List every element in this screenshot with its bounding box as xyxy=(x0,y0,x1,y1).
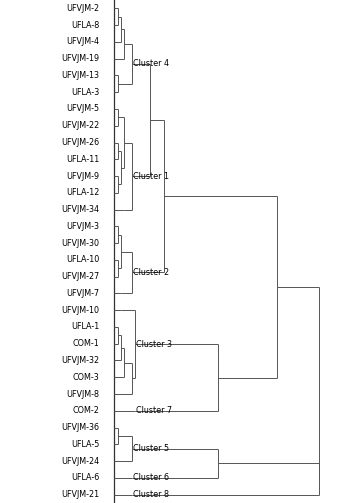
Text: Cluster 3: Cluster 3 xyxy=(136,340,172,349)
Text: UFVJM-36: UFVJM-36 xyxy=(61,423,99,432)
Text: COM-2: COM-2 xyxy=(73,406,99,415)
Text: UFVJM-8: UFVJM-8 xyxy=(66,389,99,398)
Text: Cluster 6: Cluster 6 xyxy=(133,473,169,482)
Text: UFLA-1: UFLA-1 xyxy=(71,322,99,331)
Text: Cluster 7: Cluster 7 xyxy=(136,406,173,415)
Text: UFVJM-21: UFVJM-21 xyxy=(61,490,99,499)
Text: UFVJM-13: UFVJM-13 xyxy=(61,71,99,80)
Text: UFVJM-34: UFVJM-34 xyxy=(61,205,99,214)
Text: UFVJM-3: UFVJM-3 xyxy=(66,222,99,231)
Text: UFVJM-2: UFVJM-2 xyxy=(66,4,99,13)
Text: UFVJM-9: UFVJM-9 xyxy=(66,172,99,181)
Text: UFLA-12: UFLA-12 xyxy=(66,188,99,197)
Text: UFVJM-27: UFVJM-27 xyxy=(61,272,99,281)
Text: UFVJM-26: UFVJM-26 xyxy=(61,138,99,147)
Text: UFVJM-10: UFVJM-10 xyxy=(61,306,99,315)
Text: UFVJM-32: UFVJM-32 xyxy=(61,356,99,365)
Text: UFLA-6: UFLA-6 xyxy=(71,473,99,482)
Text: UFVJM-19: UFVJM-19 xyxy=(61,54,99,63)
Text: UFLA-5: UFLA-5 xyxy=(71,440,99,449)
Text: UFLA-3: UFLA-3 xyxy=(71,88,99,97)
Text: COM-1: COM-1 xyxy=(73,339,99,348)
Text: Cluster 8: Cluster 8 xyxy=(133,490,169,499)
Text: UFVJM-4: UFVJM-4 xyxy=(66,37,99,46)
Text: COM-3: COM-3 xyxy=(73,373,99,382)
Text: UFVJM-30: UFVJM-30 xyxy=(61,238,99,247)
Text: UFLA-11: UFLA-11 xyxy=(66,155,99,164)
Text: UFVJM-5: UFVJM-5 xyxy=(66,105,99,114)
Text: UFLA-8: UFLA-8 xyxy=(71,21,99,30)
Text: UFLA-10: UFLA-10 xyxy=(66,256,99,265)
Text: UFVJM-7: UFVJM-7 xyxy=(66,289,99,298)
Text: Cluster 4: Cluster 4 xyxy=(133,59,169,68)
Text: UFVJM-24: UFVJM-24 xyxy=(61,457,99,466)
Text: Cluster 2: Cluster 2 xyxy=(133,268,169,277)
Text: Cluster 5: Cluster 5 xyxy=(133,444,169,453)
Text: Cluster 1: Cluster 1 xyxy=(133,172,169,181)
Text: UFVJM-22: UFVJM-22 xyxy=(61,121,99,130)
